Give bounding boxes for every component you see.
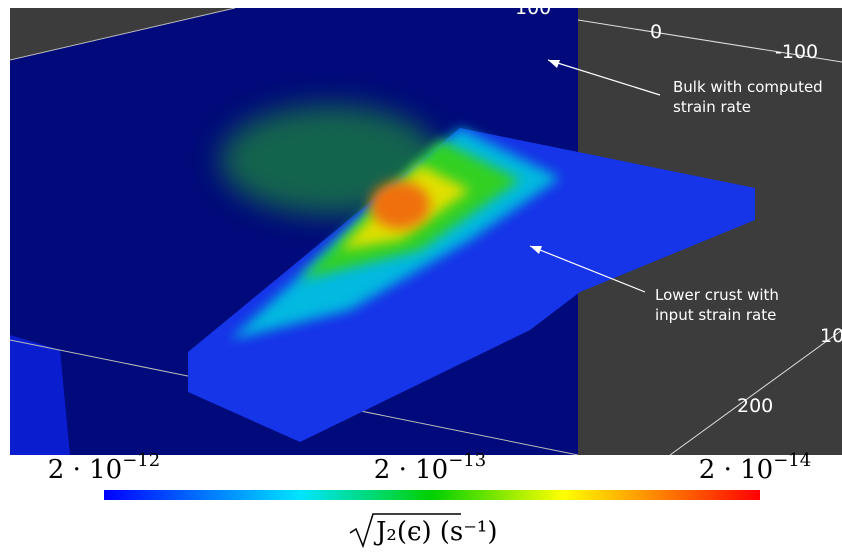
colorbar-tick: 2 · 10−14	[699, 450, 811, 485]
axis-label: -100	[775, 41, 818, 63]
annotation: input strain rate	[655, 306, 776, 324]
colorbar-tick: 2 · 10−12	[48, 450, 160, 485]
radicand: J₂(ϵ)	[373, 517, 432, 547]
axis-label: 100	[515, 0, 551, 19]
mantissa: 2 · 10	[699, 455, 773, 485]
unit: (s⁻¹)	[440, 517, 498, 547]
axis-label: 0	[650, 21, 662, 43]
heat-orange	[370, 181, 430, 229]
exponent: −13	[448, 450, 486, 471]
mantissa: 2 · 10	[374, 455, 448, 485]
annotation: Lower crust with	[655, 286, 779, 304]
colorbar	[104, 490, 760, 500]
annotation: Bulk with computed	[673, 78, 823, 96]
exponent: −14	[773, 450, 811, 471]
axis-label: 200	[737, 395, 773, 417]
colorbar-label: J₂(ϵ) (s⁻¹)	[373, 517, 497, 547]
mantissa: 2 · 10	[48, 455, 122, 485]
colorbar-tick: 2 · 10−13	[374, 450, 486, 485]
annotation: strain rate	[673, 98, 751, 116]
figure: 100 0 -100 10 200 Bulk with computed str…	[0, 0, 842, 554]
scene: 100 0 -100 10 200 Bulk with computed str…	[10, 0, 842, 455]
axis-label: 10	[820, 325, 842, 347]
exponent: −12	[122, 450, 160, 471]
